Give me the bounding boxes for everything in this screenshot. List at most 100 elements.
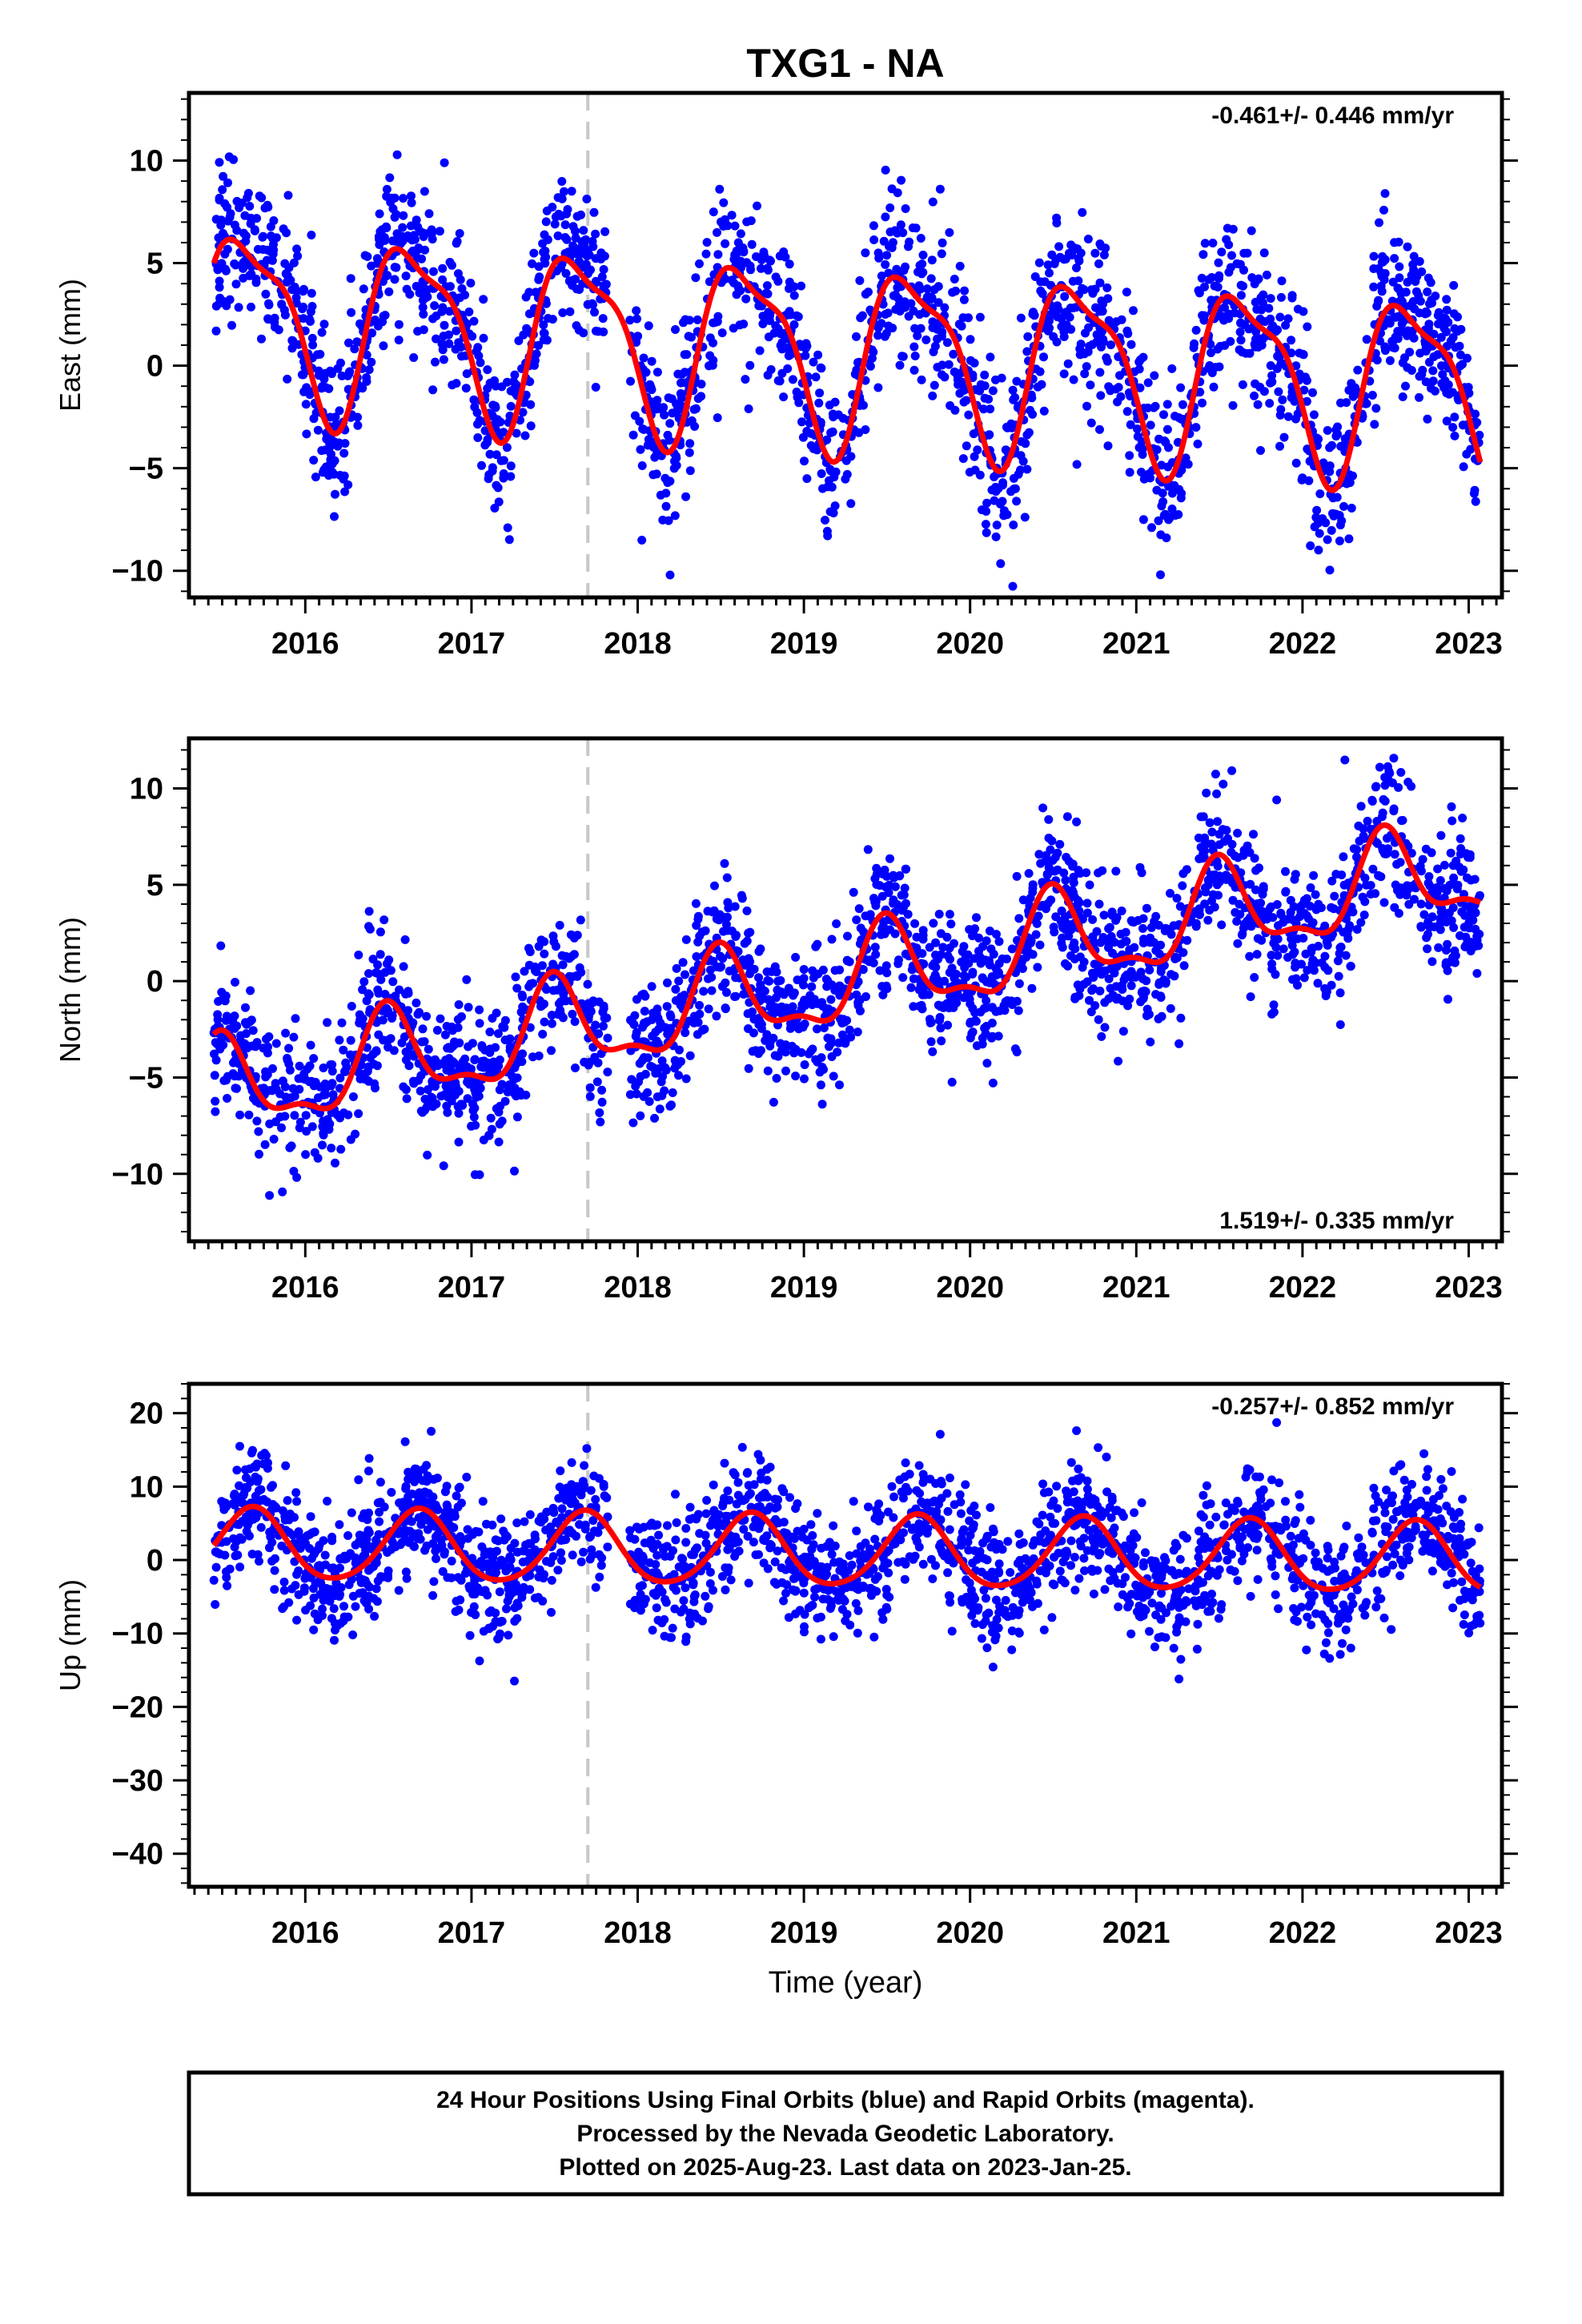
- data-point: [981, 520, 990, 529]
- data-point: [640, 1007, 649, 1016]
- data-point: [842, 1015, 852, 1025]
- data-point: [934, 282, 943, 292]
- data-point: [1073, 244, 1082, 254]
- data-point: [1464, 918, 1474, 927]
- data-point: [928, 1047, 938, 1056]
- data-point: [1327, 980, 1336, 990]
- data-point: [330, 456, 339, 465]
- data-point: [800, 456, 809, 466]
- data-point: [1059, 332, 1069, 341]
- data-point: [918, 1559, 928, 1569]
- data-point: [1314, 902, 1323, 911]
- data-point: [428, 385, 438, 395]
- data-point: [970, 452, 979, 461]
- x-tick-label: 2016: [271, 1271, 339, 1305]
- data-point: [717, 328, 727, 338]
- data-point: [1303, 966, 1312, 975]
- rate-label: 1.519+/- 0.335 mm/yr: [1219, 1208, 1454, 1234]
- data-point: [1220, 340, 1230, 350]
- data-point: [1422, 1472, 1431, 1482]
- data-point: [1347, 504, 1356, 513]
- data-point: [444, 339, 454, 348]
- data-point: [1112, 995, 1122, 1004]
- data-point: [785, 259, 794, 269]
- data-point: [1403, 242, 1412, 251]
- data-point: [1200, 239, 1210, 248]
- data-point: [1469, 489, 1479, 498]
- data-point: [799, 980, 808, 990]
- data-point: [700, 1024, 709, 1034]
- data-point: [996, 499, 1005, 509]
- data-point: [1094, 1015, 1103, 1024]
- x-tick-label: 2021: [1102, 627, 1170, 661]
- data-point: [333, 441, 343, 451]
- data-point: [717, 962, 725, 971]
- data-point: [825, 1042, 833, 1051]
- data-point: [336, 358, 345, 368]
- data-point: [572, 211, 582, 221]
- data-point: [407, 191, 416, 201]
- data-point: [1375, 336, 1384, 346]
- data-point: [1439, 884, 1449, 893]
- data-point: [685, 1051, 695, 1060]
- data-point: [909, 365, 919, 375]
- y-tick-label: 10: [130, 773, 163, 806]
- data-point: [474, 351, 484, 360]
- data-point: [1403, 778, 1413, 787]
- data-point: [968, 1027, 978, 1037]
- data-point: [1269, 1000, 1279, 1010]
- x-tick-label: 2023: [1435, 1271, 1503, 1305]
- data-point: [1213, 817, 1223, 826]
- data-point: [933, 334, 942, 344]
- data-point: [295, 1084, 304, 1094]
- data-point: [289, 1167, 299, 1176]
- data-point: [785, 350, 795, 360]
- data-point: [1462, 449, 1472, 459]
- data-point: [525, 1023, 535, 1032]
- data-point: [1361, 399, 1371, 408]
- data-point: [1142, 1004, 1152, 1014]
- data-point: [675, 1045, 684, 1055]
- data-point: [1095, 278, 1105, 287]
- data-point: [917, 375, 926, 384]
- data-point: [335, 406, 344, 416]
- data-point: [988, 386, 998, 396]
- data-point: [1118, 1027, 1128, 1036]
- data-point: [1265, 399, 1275, 408]
- data-point: [382, 184, 391, 194]
- data-point: [945, 227, 954, 237]
- data-point: [762, 1036, 772, 1045]
- data-point: [1224, 267, 1234, 277]
- data-point: [910, 919, 920, 928]
- data-point: [384, 955, 394, 965]
- data-point: [1214, 891, 1223, 900]
- data-point: [1396, 768, 1406, 777]
- data-point: [691, 273, 701, 283]
- data-point: [475, 1019, 484, 1028]
- data-point: [1321, 991, 1331, 1000]
- data-point: [1253, 400, 1263, 409]
- data-point: [309, 1054, 319, 1063]
- data-point: [724, 903, 733, 913]
- data-point: [565, 307, 575, 316]
- data-point: [267, 231, 275, 241]
- data-point: [1057, 907, 1066, 915]
- data-point: [942, 338, 952, 348]
- data-point: [1098, 300, 1108, 308]
- data-point: [484, 470, 494, 480]
- data-point: [1340, 755, 1350, 765]
- data-point: [562, 209, 572, 219]
- data-point: [1334, 971, 1343, 981]
- data-point: [924, 990, 934, 999]
- data-point: [245, 202, 255, 211]
- data-point: [852, 990, 861, 999]
- data-point: [406, 221, 416, 231]
- data-point: [599, 265, 608, 274]
- data-point: [791, 1072, 801, 1081]
- data-point: [1134, 357, 1144, 367]
- data-point: [534, 340, 544, 350]
- data-point: [1376, 872, 1386, 882]
- data-point: [458, 1100, 468, 1110]
- data-point: [877, 271, 886, 281]
- data-point: [667, 1100, 676, 1110]
